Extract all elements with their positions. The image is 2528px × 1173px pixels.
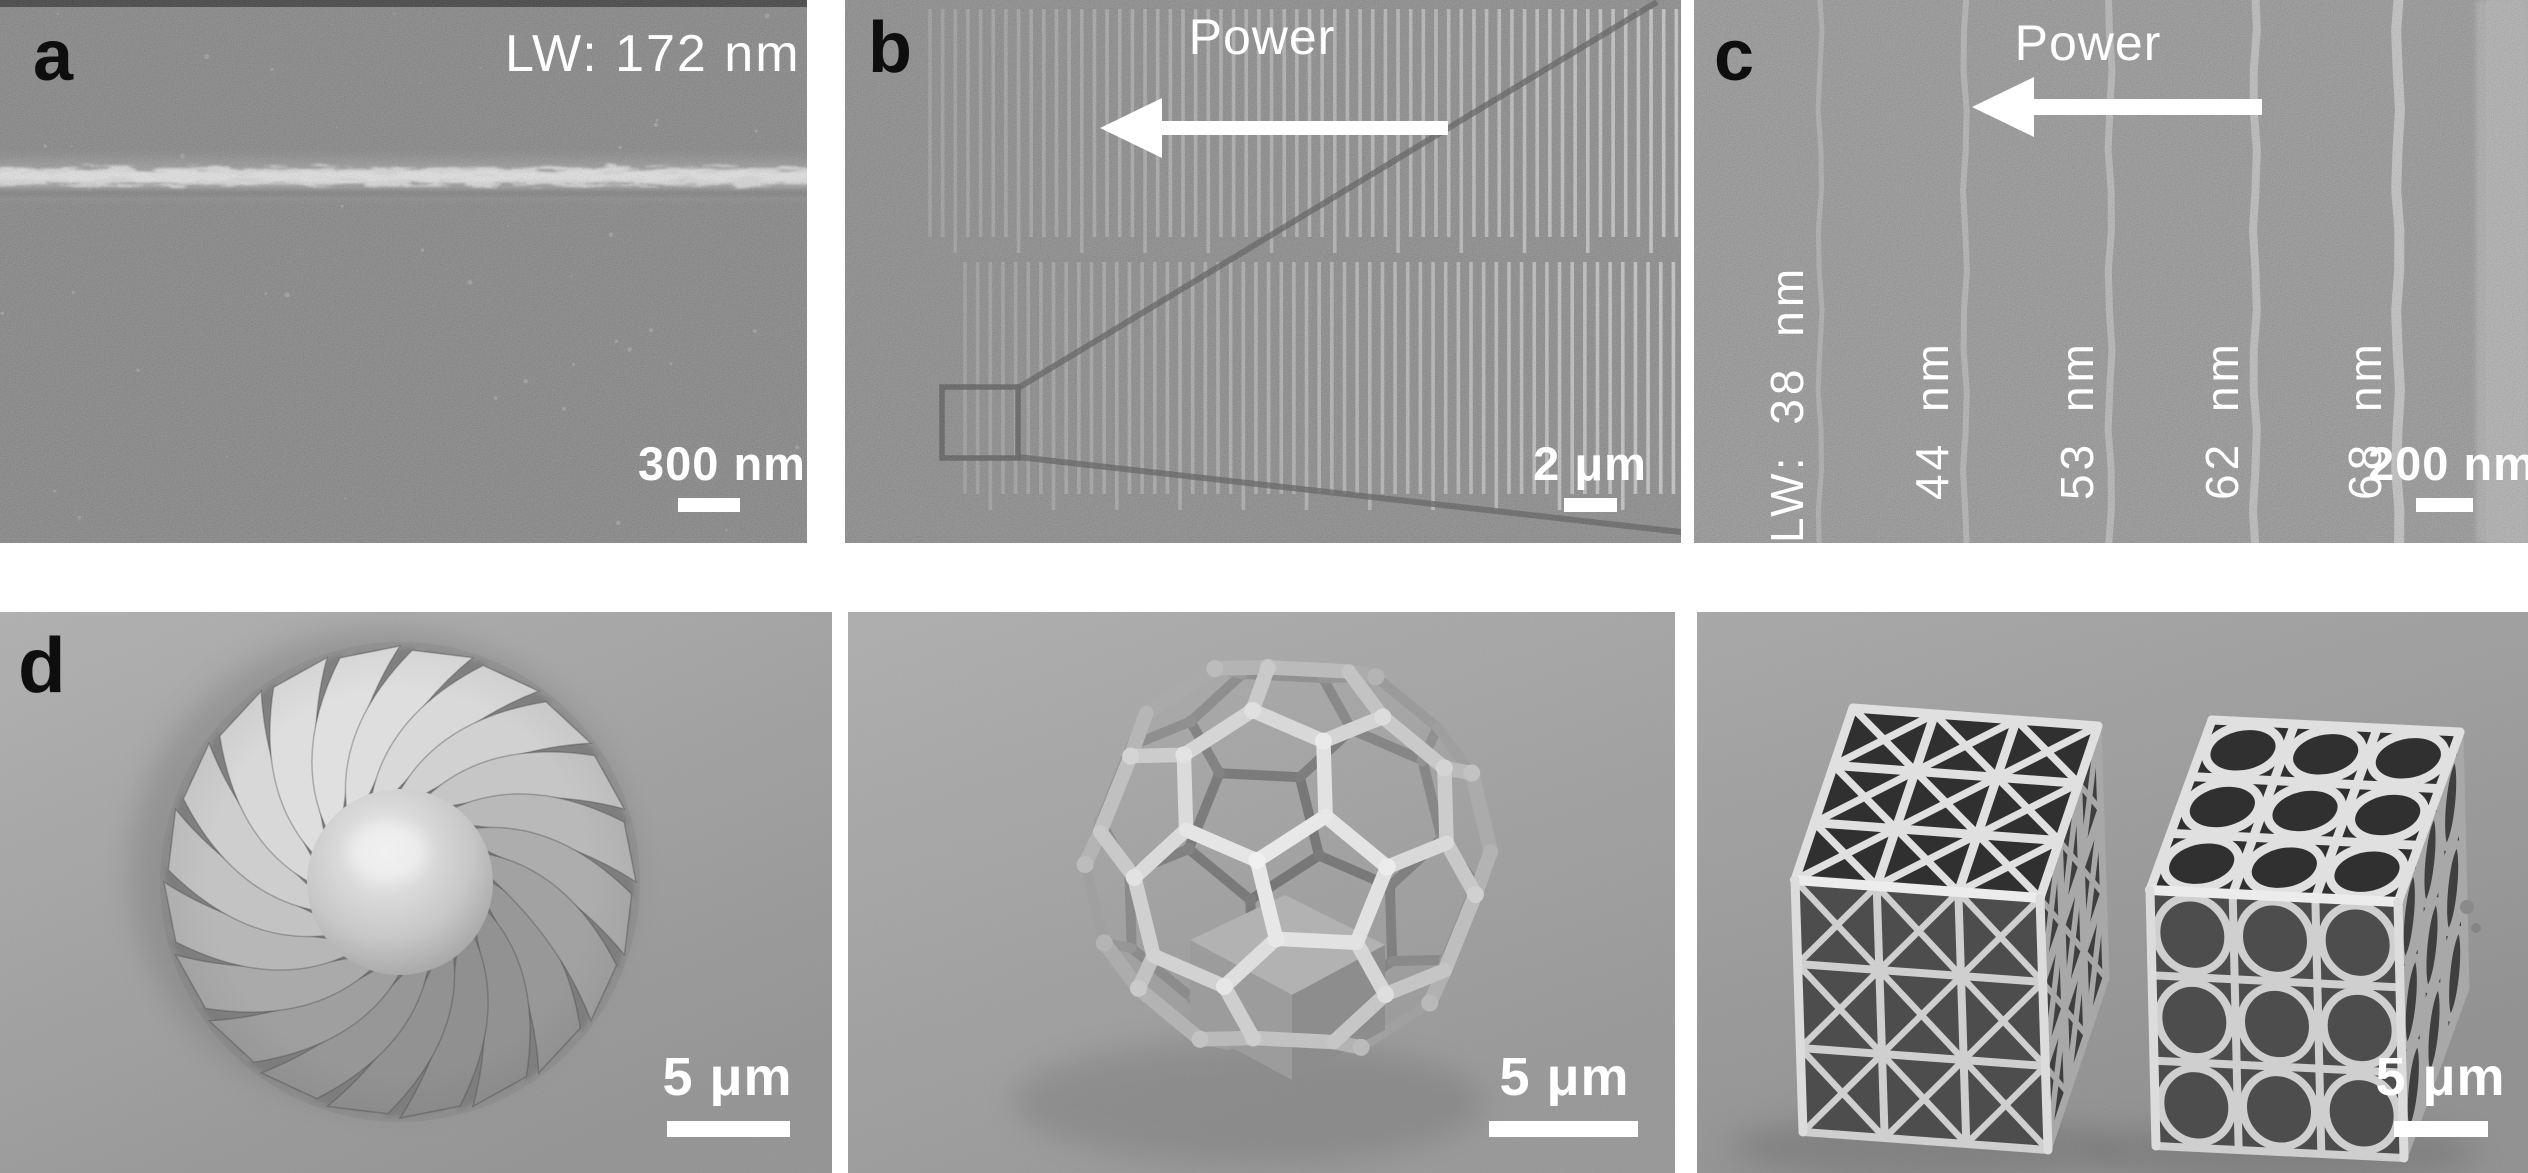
scale-bar-label-d2: 5 μm [1499, 1047, 1630, 1107]
debris-particle [2460, 900, 2474, 914]
scale-bar-label-a: 300 nm [638, 437, 806, 490]
sem-image-nanowire [0, 0, 807, 543]
scale-bar-a [678, 498, 740, 512]
linewidth-label-62nm: 62 nm [2196, 340, 2248, 500]
sem-grain-texture [845, 0, 1681, 543]
sem-panel-d-microturbine [0, 612, 832, 1173]
power-arrow-c [1972, 77, 2262, 137]
scale-bar-label-d1: 5 μm [662, 1047, 793, 1107]
scale-bar-c [2416, 498, 2473, 512]
scale-bar-d2 [1489, 1121, 1638, 1137]
sem-image-buckyball [848, 612, 1675, 1173]
linewidth-label-38nm: LW: 38 nm [1761, 264, 1813, 543]
sem-panel-d-lattice-cubes [1697, 612, 2528, 1173]
lattice-cube-x-braced [1795, 708, 2106, 1150]
power-arrow-b [1100, 98, 1448, 158]
turbine-hub [307, 789, 493, 975]
sem-image-thin-lines [1694, 0, 2528, 543]
linewidth-label-53nm: 53 nm [2051, 340, 2103, 500]
power-arrow-label-c: Power [2014, 15, 2162, 71]
scale-bar-label-d3: 5 μm [2375, 1047, 2506, 1107]
sem-image-grating [845, 0, 1681, 543]
sem-panel-d-buckyball [848, 612, 1675, 1173]
linewidth-label-44nm: 44 nm [1906, 340, 1958, 500]
panel-label-c: c [1714, 16, 1755, 96]
scale-bar-d1 [667, 1121, 790, 1137]
sem-image-lattice-cubes [1697, 612, 2528, 1173]
panel-label-a: a [33, 16, 74, 96]
scale-bar-label-c: 200 nm [2368, 437, 2528, 490]
scale-bar-d3 [2394, 1121, 2488, 1137]
sem-grain-texture [1694, 0, 2528, 543]
sem-panel-b-grating [845, 0, 1681, 543]
power-arrow-label-b: Power [1188, 9, 1336, 65]
sem-image-microturbine [0, 612, 832, 1173]
panel-label-d: d [18, 621, 66, 709]
sem-panel-c-lines-zoom [1694, 0, 2528, 543]
scale-bar-label-b: 2 μm [1533, 437, 1647, 490]
scale-bar-b [1564, 498, 1617, 512]
sem-panel-a-nanowire [0, 0, 807, 543]
buckyball-structure [1076, 658, 1499, 1080]
linewidth-annotation-a: LW: 172 nm [505, 25, 801, 83]
microturbine-structure [160, 642, 640, 1122]
lattice-cube-rings [2150, 720, 2466, 1158]
panel-label-b: b [868, 8, 912, 88]
sem-grain-texture [0, 0, 807, 543]
